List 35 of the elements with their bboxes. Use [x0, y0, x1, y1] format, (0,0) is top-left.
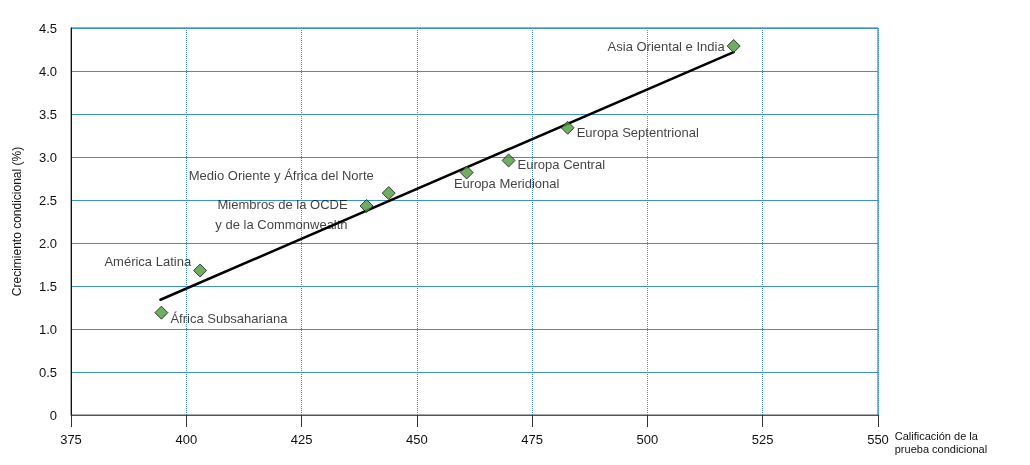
point: [726, 39, 741, 54]
x-tick-label: 550: [867, 432, 889, 447]
point: [359, 199, 374, 214]
y-tick-label: 3.0: [38, 149, 57, 165]
y-tick-label: 2.5: [38, 192, 57, 208]
annotation: Europa Meridional: [453, 175, 560, 191]
annotation: África Subsahariana: [170, 311, 289, 327]
y-tick-label: 4.5: [38, 20, 57, 36]
y-tick-label: 1.0: [38, 321, 57, 337]
point: [193, 263, 208, 278]
x-tick-label: 425: [290, 432, 313, 447]
annotation: Asia Oriental e India: [607, 38, 726, 54]
x-tick-label: 500: [636, 432, 659, 447]
y-tick-label: 3.5: [38, 106, 57, 122]
point: [501, 153, 516, 168]
x-tick-label: 475: [521, 432, 543, 447]
point: [560, 120, 575, 135]
point: [381, 186, 396, 201]
annotation: Europa Central: [517, 156, 606, 172]
y-tick-label: 4.0: [38, 63, 57, 79]
point: [459, 165, 474, 180]
x-axis-title: Calificación de la prueba condicional: [894, 429, 988, 455]
x-tick-label: 525: [751, 432, 774, 447]
y-tick-label: 2.0: [38, 235, 57, 251]
y-axis-title: Crecimiento condicional (%): [10, 146, 24, 297]
x-tick-label: 450: [406, 432, 428, 447]
annotation: Medio Oriente y África del Norte: [188, 167, 374, 183]
annotation: Europa Septentrional: [576, 125, 699, 141]
annotation: América Latina: [104, 254, 192, 270]
y-tick-label: 1.5: [38, 278, 57, 294]
point: [154, 305, 169, 320]
x-tick-label: 375: [60, 432, 82, 447]
y-tick-label: 0: [49, 407, 57, 423]
x-tick-label: 400: [175, 432, 198, 447]
y-tick-label: 0.5: [38, 364, 57, 380]
